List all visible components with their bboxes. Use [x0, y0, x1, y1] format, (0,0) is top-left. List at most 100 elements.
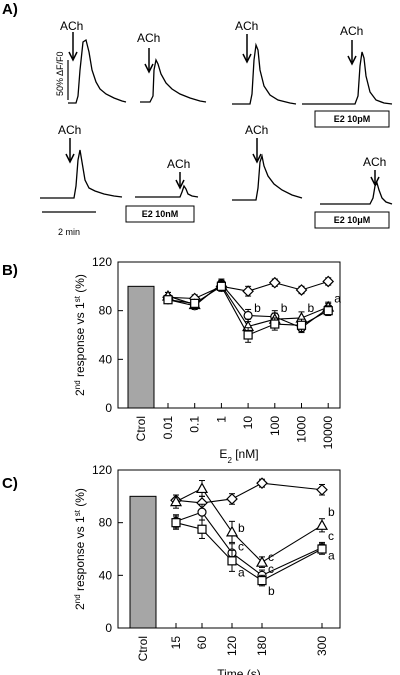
data-point	[227, 556, 237, 566]
data-point	[216, 281, 226, 291]
scale-bar-x-label: 2 min	[58, 227, 80, 237]
ach-label: ACh	[58, 123, 81, 137]
data-point	[197, 524, 207, 534]
x-tick-label: 1000	[295, 416, 309, 443]
significance-label: c	[328, 529, 334, 543]
data-point	[225, 525, 239, 537]
panel-a-label: A)	[2, 1, 18, 18]
significance-label: c	[268, 550, 274, 564]
plot-frame	[117, 261, 341, 409]
data-point	[169, 495, 183, 507]
data-point	[243, 310, 253, 321]
significance-label: a	[238, 566, 245, 580]
data-point	[295, 284, 308, 296]
control-label: Ctrol	[134, 416, 148, 441]
x-tick-label: 10	[241, 416, 255, 430]
significance-label: a	[334, 292, 341, 306]
data-point	[256, 477, 268, 490]
y-axis-label: 2nd response vs 1st (%)	[73, 274, 88, 396]
data-point	[268, 276, 281, 289]
data-point	[197, 507, 207, 517]
x-tick-label: 10000	[321, 416, 335, 450]
data-point	[296, 320, 307, 330]
trace	[320, 181, 393, 205]
data-point	[195, 482, 209, 494]
ach-label: ACh	[167, 157, 190, 171]
x-tick-label: 180	[255, 636, 269, 656]
significance-label: b	[268, 584, 275, 598]
panel-b-chart: 0 40 80 120 2nd response vs 1st (%) 0.01 0.1 1 1…	[73, 255, 342, 465]
y-tick-label: 120	[92, 463, 112, 477]
data-point	[255, 555, 269, 567]
condition-box	[314, 110, 390, 128]
x-tick-label: 60	[195, 636, 209, 650]
significance-label: c	[238, 539, 244, 553]
x-tick-label: 15	[169, 636, 183, 650]
trace	[232, 153, 303, 201]
x-tick-label: 100	[268, 416, 282, 436]
significance-label: b	[254, 301, 261, 315]
y-tick-label: 40	[99, 352, 113, 366]
data-point	[316, 483, 328, 496]
panel-a-traces: 50% ΔF/F0 ACh ACh ACh ACh E2 10pM ACh AC…	[40, 19, 393, 237]
x-tick-label: 1	[214, 416, 228, 423]
y-tick-label: 120	[92, 255, 112, 269]
data-point	[171, 518, 181, 528]
x-tick-label: 300	[315, 636, 329, 656]
data-point	[315, 519, 329, 530]
panel-c-chart: 0 40 80 120 2nd response vs 1st (%) 15 60 120 18…	[73, 463, 341, 675]
y-tick-label: 0	[105, 621, 112, 635]
y-tick-label: 80	[99, 516, 113, 530]
condition-label: E2 10nM	[142, 209, 179, 219]
data-point	[190, 298, 200, 308]
trace	[232, 42, 297, 105]
ach-label: ACh	[235, 19, 258, 33]
condition-box	[314, 211, 390, 229]
data-point	[242, 285, 254, 298]
condition-box	[125, 205, 195, 223]
control-bar	[129, 495, 157, 629]
data-point	[163, 295, 173, 305]
data-point	[323, 306, 333, 316]
control-bar	[127, 285, 155, 409]
significance-label: c	[268, 562, 274, 576]
y-tick-label: 80	[99, 304, 113, 318]
condition-label: E2 10pM	[334, 114, 371, 124]
y-tick-label: 40	[99, 568, 113, 582]
panel-b-label: B)	[2, 262, 18, 279]
data-point	[257, 575, 267, 586]
trace	[40, 149, 123, 199]
scale-bar-y-label: 50% ΔF/F0	[55, 51, 65, 96]
x-tick-label: 0.01	[161, 416, 175, 440]
significance-label: b	[308, 301, 315, 315]
trace	[302, 51, 393, 105]
y-tick-label: 0	[105, 401, 112, 415]
trace	[68, 38, 127, 104]
ach-label: ACh	[340, 24, 363, 38]
trace	[140, 58, 207, 103]
data-point	[270, 319, 280, 329]
significance-label: b	[328, 505, 335, 519]
control-label: Ctrol	[136, 636, 150, 661]
significance-label: a	[328, 549, 335, 563]
ach-label: ACh	[245, 123, 268, 137]
significance-label: b	[238, 521, 245, 535]
plot-frame	[117, 469, 341, 629]
trace	[135, 184, 199, 198]
series-line	[175, 482, 323, 504]
x-tick-label: 120	[225, 636, 239, 656]
data-point	[322, 275, 335, 288]
data-point	[226, 493, 238, 505]
data-point	[317, 544, 327, 554]
y-axis-label: 2nd response vs 1st (%)	[73, 488, 88, 610]
ach-label: ACh	[363, 155, 386, 169]
panel-c-label: C)	[2, 475, 18, 492]
ach-label: ACh	[137, 31, 160, 45]
x-axis-label: Time (s)	[217, 667, 261, 675]
series-line	[175, 511, 323, 576]
ach-label: ACh	[60, 19, 83, 33]
x-tick-label: 0.1	[188, 416, 202, 433]
data-point	[243, 330, 253, 340]
significance-label: b	[281, 301, 288, 315]
